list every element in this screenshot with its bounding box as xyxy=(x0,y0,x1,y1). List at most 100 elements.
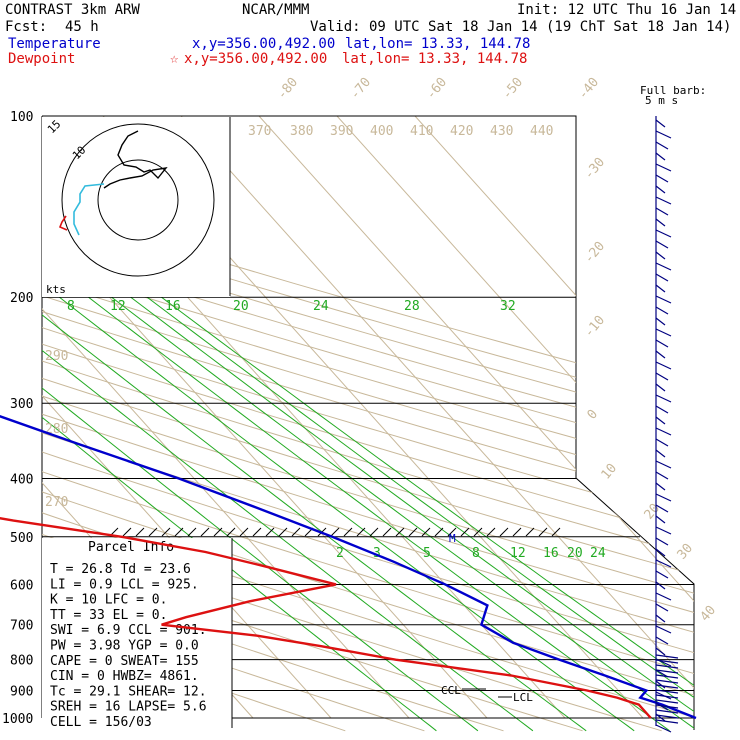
parcel-info-background xyxy=(42,538,232,728)
org-label: NCAR/MMM xyxy=(242,2,309,18)
hatch-mark xyxy=(148,527,158,537)
wind-barb xyxy=(655,460,672,469)
parcel-info-row: SREH = 16 LAPSE= 5.6 xyxy=(50,700,207,715)
mixing-ratio-label: 24 xyxy=(590,546,606,561)
wind-barb xyxy=(655,405,669,414)
ccl-label: CCL xyxy=(441,684,461,697)
wind-barb xyxy=(655,295,672,304)
mixing-ratio-line xyxy=(42,283,534,732)
hatch-mark xyxy=(265,527,275,537)
barb-legend-line1: Full barb: xyxy=(640,84,706,97)
theta-tick-label: 290 xyxy=(45,349,68,364)
hatch-mark xyxy=(460,527,470,537)
pressure-tick-label: 600 xyxy=(10,578,33,593)
dry-adiabat-line xyxy=(42,140,694,732)
wind-barb xyxy=(655,372,669,381)
parcel-info-row: PW = 3.98 YGP = 0.0 xyxy=(50,639,199,654)
pressure-tick-label: 700 xyxy=(10,619,33,634)
temperature-legend: Temperature xyxy=(8,36,101,52)
parcel-info-row: SWI = 6.9 CCL = 901. xyxy=(50,623,207,638)
wind-barb xyxy=(655,207,669,216)
pressure-tick-label: 800 xyxy=(10,654,33,669)
wind-barb xyxy=(655,185,666,194)
isotherm-tick-label: 10 xyxy=(599,461,621,483)
hatch-mark xyxy=(161,527,171,537)
fcst-value: 45 h xyxy=(65,19,99,35)
wind-barb-dense xyxy=(655,659,679,664)
dry-adiabat-line xyxy=(42,140,694,732)
wind-barb xyxy=(655,339,669,348)
theta-tick-label: 280 xyxy=(45,422,68,437)
hatch-mark xyxy=(200,527,210,537)
dewpoint-xy: x,y=356.00,492.00 xyxy=(184,51,327,67)
wind-barb xyxy=(655,317,666,326)
hatch-mark xyxy=(369,527,379,537)
isotherm-line xyxy=(42,116,332,719)
wind-barb xyxy=(655,603,669,612)
mixing-ratio-label: 5 xyxy=(423,546,431,561)
hatch-mark xyxy=(486,527,496,537)
hatch-mark xyxy=(239,527,249,537)
dry-adiabat-line xyxy=(42,140,694,732)
isotherm-tick-label: -10 xyxy=(582,313,609,341)
mixing-ratio-line xyxy=(129,283,694,732)
hatch-mark xyxy=(187,527,197,537)
dry-adiabat-line xyxy=(42,140,694,732)
wind-barb xyxy=(655,218,666,227)
wind-barb xyxy=(655,394,672,403)
pressure-tick-label: 300 xyxy=(10,397,33,412)
dewpoint-legend: Dewpoint xyxy=(8,51,75,67)
wind-barb xyxy=(655,306,669,315)
wind-barb xyxy=(655,702,669,711)
parcel-info-row: LI = 0.9 LCL = 925. xyxy=(50,577,199,592)
isotherm-tick-label: 30 xyxy=(675,541,697,563)
wind-barb xyxy=(655,559,672,568)
wind-barb-dense xyxy=(655,714,679,719)
mixing-ratio-label: 28 xyxy=(404,299,420,314)
hodograph-trace-cyan xyxy=(73,183,105,236)
mixing-ratio-label: 3 xyxy=(373,546,381,561)
mixing-ratio-line xyxy=(143,283,694,732)
mixing-ratio-label: 12 xyxy=(510,546,526,561)
wind-barb xyxy=(655,240,669,249)
wind-barb xyxy=(655,119,666,128)
hatch-mark xyxy=(434,527,444,537)
wind-barb-dense xyxy=(655,694,679,699)
theta-tick-label: 390 xyxy=(330,124,353,139)
dry-adiabat-line xyxy=(42,140,694,732)
mixing-ratio-line xyxy=(70,283,670,732)
dry-adiabat-line xyxy=(42,140,694,732)
mixing-ratio-label: 16 xyxy=(165,299,181,314)
theta-tick-label: 380 xyxy=(290,124,313,139)
wind-barb-dense xyxy=(655,664,679,669)
wind-barb xyxy=(655,647,666,656)
wind-barb-dense xyxy=(655,709,679,714)
parcel-info-row: TT = 33 EL = 0. xyxy=(50,608,167,623)
barb-legend-line2: 5 m s xyxy=(645,94,678,107)
wind-barb xyxy=(655,548,666,557)
wind-barb xyxy=(655,273,669,282)
mixing-ratio-line xyxy=(42,283,635,732)
wind-barb xyxy=(655,724,672,733)
mixing-ratio-line xyxy=(42,283,437,732)
temperature-profile xyxy=(0,415,697,720)
wind-barb-dense xyxy=(655,699,679,704)
hatch-mark xyxy=(512,527,522,537)
hatch-mark xyxy=(330,527,340,537)
isotherm-line xyxy=(180,116,694,719)
wind-barb xyxy=(655,493,672,502)
wind-barb xyxy=(655,482,666,491)
wind-barb xyxy=(655,361,672,370)
mixing-ratio-label: 20 xyxy=(233,299,249,314)
theta-tick-label: 410 xyxy=(410,124,433,139)
dry-adiabat-line xyxy=(42,140,694,732)
hatch-mark xyxy=(213,527,223,537)
hodograph-trace-red xyxy=(58,215,68,231)
wind-barb xyxy=(655,614,666,623)
hodograph-units: kts xyxy=(46,283,66,296)
init-time: Init: 12 UTC Thu 16 Jan 14 xyxy=(517,2,736,18)
dewpoint-latlon: lat,lon= 13.33, 144.78 xyxy=(342,51,527,67)
isotherm-tick-label: 0 xyxy=(585,407,602,423)
